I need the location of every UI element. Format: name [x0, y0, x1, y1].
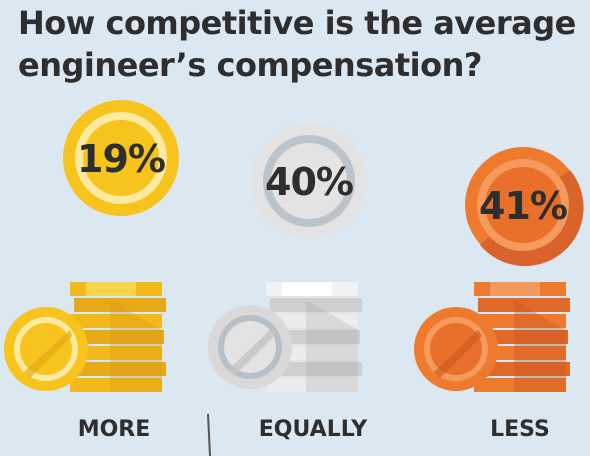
coin-stack-gold	[70, 282, 166, 392]
value-label-less: 41%	[479, 184, 567, 228]
coin-gold	[4, 307, 88, 391]
divider-line	[207, 413, 211, 456]
bubble-less: 41%	[465, 147, 584, 267]
value-label-equally: 40%	[265, 160, 353, 204]
title-line-2: engineer’s compensation?	[18, 46, 482, 84]
coin-stack-silver	[266, 282, 362, 392]
category-label-equally: EQUALLY	[259, 417, 369, 442]
page-title: How competitive is the average engineer’…	[18, 2, 578, 86]
coin-stack-copper	[474, 282, 570, 392]
title-line-1: How competitive is the average	[18, 4, 576, 42]
category-label-more: MORE	[78, 417, 151, 442]
category-label-less: LESS	[490, 417, 550, 442]
coin-silver	[208, 305, 292, 389]
coin-copper	[414, 307, 498, 391]
bubble-equally: 40%	[251, 123, 367, 239]
value-label-more: 19%	[77, 137, 165, 181]
bubble-more: 19%	[63, 100, 179, 216]
